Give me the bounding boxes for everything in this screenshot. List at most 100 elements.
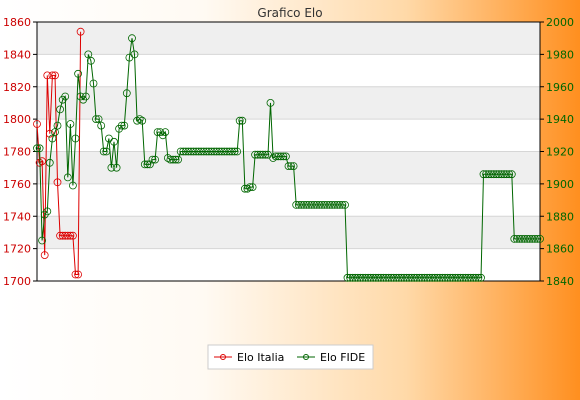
- data-point-elo-fide: [307, 200, 316, 209]
- data-point-elo-fide: [525, 234, 534, 243]
- data-point-elo-fide: [376, 273, 385, 282]
- data-point-elo-fide: [482, 170, 491, 179]
- data-point-elo-fide: [33, 144, 41, 153]
- data-point-elo-fide: [412, 273, 421, 282]
- data-point-elo-fide: [276, 152, 285, 161]
- data-point-elo-fide: [456, 273, 465, 282]
- data-point-elo-fide: [243, 184, 252, 193]
- data-point-elo-fide: [531, 234, 539, 243]
- data-point-elo-fide: [89, 79, 98, 88]
- data-point-elo-fide: [417, 273, 426, 282]
- data-point-elo-fide: [238, 116, 247, 125]
- data-point-elo-fide: [251, 150, 260, 159]
- data-point-elo-fide: [110, 137, 118, 146]
- data-point-elo-fide: [102, 147, 111, 156]
- legend-label-elo-fide: Elo FIDE: [320, 351, 365, 364]
- data-point-elo-fide: [38, 236, 46, 245]
- data-point-elo-fide: [477, 273, 485, 282]
- data-point-elo-fide: [387, 273, 396, 282]
- data-point-elo-fide: [51, 128, 59, 137]
- data-point-elo-fide: [341, 200, 349, 209]
- data-point-elo-fide: [215, 147, 224, 156]
- data-point-elo-fide: [210, 147, 219, 156]
- data-point-elo-fide: [143, 160, 152, 169]
- y-right-tick-label: 1920: [546, 146, 574, 159]
- data-point-elo-fide: [335, 200, 344, 209]
- data-point-elo-fide: [533, 234, 542, 243]
- data-point-elo-italia: [51, 71, 59, 80]
- data-point-elo-italia: [69, 231, 77, 240]
- data-point-elo-fide: [389, 273, 398, 282]
- data-point-elo-fide: [130, 50, 139, 59]
- data-point-elo-fide: [287, 162, 296, 171]
- data-point-elo-fide: [161, 128, 170, 137]
- data-point-elo-fide: [56, 105, 64, 114]
- data-point-elo-fide: [179, 147, 188, 156]
- data-point-elo-fide: [53, 121, 62, 130]
- data-point-elo-fide: [271, 152, 280, 161]
- data-point-elo-fide: [145, 160, 154, 169]
- data-point-elo-fide: [305, 200, 313, 209]
- data-point-elo-fide: [459, 273, 467, 282]
- data-point-elo-fide: [453, 273, 462, 282]
- data-point-elo-fide: [484, 170, 493, 179]
- data-point-elo-italia: [38, 157, 46, 166]
- data-point-elo-fide: [107, 163, 116, 172]
- y-right-tick-label: 1900: [546, 178, 574, 191]
- y-left-tick-label: 1700: [3, 275, 31, 288]
- data-point-elo-fide: [292, 200, 301, 209]
- data-point-elo-fide: [202, 147, 211, 156]
- data-point-elo-fide: [448, 273, 457, 282]
- data-point-elo-fide: [302, 200, 311, 209]
- data-point-elo-fide: [394, 273, 403, 282]
- data-point-elo-fide: [471, 273, 480, 282]
- data-point-elo-fide: [235, 116, 244, 125]
- data-point-elo-fide: [187, 147, 195, 156]
- data-point-elo-fide: [433, 273, 442, 282]
- data-point-elo-fide: [133, 116, 142, 125]
- data-point-elo-fide: [189, 147, 198, 156]
- data-point-elo-fide: [261, 150, 270, 159]
- data-point-elo-fide: [184, 147, 193, 156]
- data-point-elo-fide: [536, 234, 544, 243]
- data-point-elo-fide: [361, 273, 370, 282]
- data-point-elo-fide: [502, 170, 511, 179]
- data-point-elo-fide: [438, 273, 447, 282]
- data-point-elo-fide: [138, 116, 147, 125]
- data-point-elo-fide: [217, 147, 226, 156]
- data-point-elo-fide: [74, 69, 82, 78]
- data-point-elo-fide: [446, 273, 455, 282]
- data-point-elo-fide: [315, 200, 324, 209]
- y-left-tick-label: 1780: [3, 146, 31, 159]
- data-point-elo-fide: [87, 56, 95, 65]
- data-point-elo-italia: [33, 120, 41, 128]
- data-point-elo-fide: [423, 273, 432, 282]
- legend-dot-elo-italia: [220, 354, 226, 360]
- y-left-tick-label: 1720: [3, 243, 31, 256]
- data-point-elo-fide: [518, 234, 526, 243]
- grid-band: [37, 216, 540, 249]
- data-point-elo-fide: [425, 273, 434, 282]
- chart-title: Grafico Elo: [257, 6, 322, 20]
- grid-band: [37, 86, 540, 120]
- data-point-elo-italia: [74, 270, 82, 279]
- data-point-elo-fide: [35, 144, 44, 153]
- data-point-elo-fide: [392, 273, 401, 282]
- data-point-elo-fide: [507, 170, 516, 179]
- y-left-tick-label: 1800: [3, 113, 31, 126]
- data-point-elo-italia: [76, 27, 85, 36]
- legend-box: [207, 344, 374, 370]
- data-point-elo-fide: [382, 273, 390, 282]
- data-point-elo-fide: [174, 155, 183, 164]
- data-point-elo-fide: [353, 273, 362, 282]
- data-point-elo-fide: [135, 115, 144, 123]
- series-layer: [33, 27, 544, 282]
- data-point-elo-fide: [92, 115, 100, 123]
- data-point-elo-fide: [66, 120, 75, 128]
- data-point-elo-fide: [297, 200, 306, 209]
- data-point-elo-fide: [497, 170, 506, 179]
- data-point-elo-fide: [281, 152, 290, 161]
- data-point-elo-fide: [333, 200, 342, 209]
